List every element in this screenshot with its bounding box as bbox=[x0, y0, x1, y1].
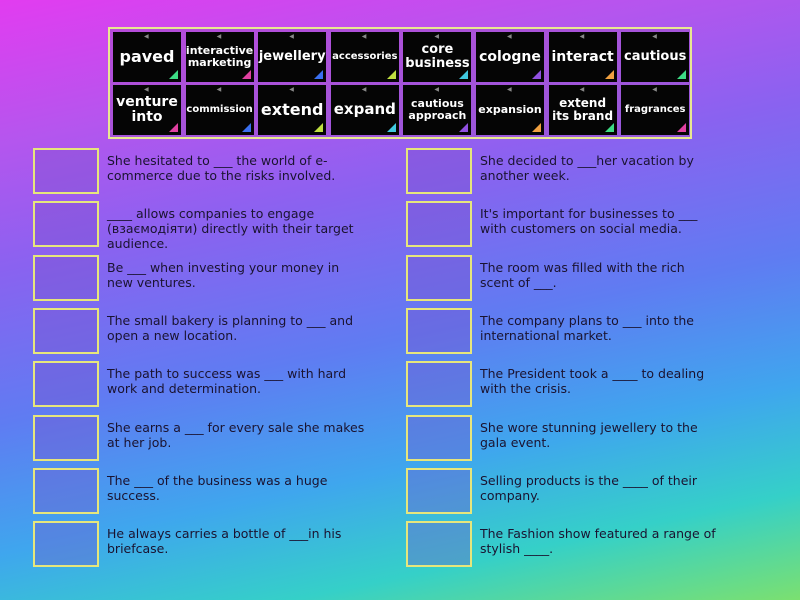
tile-label: commission bbox=[186, 103, 253, 115]
drop-zone[interactable] bbox=[33, 307, 99, 354]
word-tile[interactable]: ◀ interact bbox=[548, 32, 617, 82]
tile-label: cautious approach bbox=[408, 97, 467, 122]
drop-zone[interactable] bbox=[33, 521, 99, 568]
sentence-text: She earns a ___ for every sale she makes… bbox=[107, 419, 365, 450]
drop-zone[interactable] bbox=[33, 201, 99, 248]
speaker-icon[interactable]: ◀ bbox=[361, 86, 367, 93]
tile-label: cologne bbox=[479, 48, 541, 65]
word-tile[interactable]: ◀ paved bbox=[113, 32, 181, 82]
drop-zone[interactable] bbox=[406, 521, 472, 568]
drop-zone[interactable] bbox=[406, 201, 472, 248]
drop-zone[interactable] bbox=[33, 414, 99, 461]
sentence-text: Selling products is the ____ of their co… bbox=[480, 472, 698, 503]
sentence-text: She hesitated to ___ the world of e-comm… bbox=[107, 153, 336, 183]
drop-zone[interactable] bbox=[406, 414, 472, 461]
corner-triangle-icon bbox=[532, 70, 541, 79]
sentence-text: The path to success was ___ with hard wo… bbox=[107, 366, 347, 397]
speaker-icon[interactable]: ◀ bbox=[507, 86, 512, 93]
corner-triangle-icon bbox=[459, 123, 469, 132]
drop-zone[interactable] bbox=[406, 254, 472, 301]
word-tile[interactable]: ◀ expand bbox=[330, 85, 399, 135]
corner-triangle-icon bbox=[241, 123, 251, 132]
speaker-icon[interactable]: ◀ bbox=[507, 33, 512, 40]
tile-label: paved bbox=[119, 46, 175, 66]
sentence-text: The company plans to ___ into the intern… bbox=[480, 312, 694, 343]
word-tile[interactable]: ◀ cautious bbox=[621, 32, 690, 82]
word-tile[interactable]: ◀ venture into bbox=[113, 85, 181, 135]
corner-triangle-icon bbox=[677, 123, 687, 132]
corner-triangle-icon bbox=[314, 70, 324, 79]
speaker-icon[interactable]: ◀ bbox=[289, 33, 294, 40]
sentence-text: The ___ of the business was a huge succe… bbox=[107, 472, 328, 503]
speaker-icon[interactable]: ◀ bbox=[434, 33, 440, 40]
word-tile[interactable]: ◀ extend bbox=[258, 85, 327, 135]
corner-triangle-icon bbox=[677, 70, 687, 79]
word-tile[interactable]: ◀ cautious approach bbox=[403, 85, 472, 135]
drop-zone[interactable] bbox=[406, 148, 472, 194]
tile-label: extend its brand bbox=[552, 96, 614, 123]
speaker-icon[interactable]: ◀ bbox=[579, 33, 585, 40]
word-tile[interactable]: ◀ core business bbox=[403, 32, 472, 82]
word-tile[interactable]: ◀ cologne bbox=[476, 32, 544, 82]
word-tile[interactable]: ◀ fragrances bbox=[621, 85, 690, 135]
word-bank: ◀ paved ◀ interactive marketing ◀ jewellery ◀ a… bbox=[108, 27, 692, 139]
tile-label: accessories bbox=[332, 50, 398, 62]
corner-triangle-icon bbox=[604, 70, 614, 79]
tile-label: jewellery bbox=[258, 49, 326, 65]
word-tile[interactable]: ◀ jewellery bbox=[258, 32, 327, 82]
speaker-icon[interactable]: ◀ bbox=[144, 33, 149, 40]
word-tile[interactable]: ◀ interactive marketing bbox=[185, 32, 254, 82]
speaker-icon[interactable]: ◀ bbox=[652, 86, 657, 93]
sentence-text: He always carries a bottle of ___in his … bbox=[107, 526, 342, 557]
drop-zone[interactable] bbox=[33, 361, 99, 408]
corner-triangle-icon bbox=[459, 70, 469, 79]
tile-label: fragrances bbox=[624, 103, 686, 115]
speaker-icon[interactable]: ◀ bbox=[434, 86, 440, 93]
sentence-text: ____ allows companies to engage (взаємод… bbox=[107, 206, 354, 252]
sentence-text: The Fashion show featured a range of sty… bbox=[480, 526, 716, 557]
sentence-text: Be ___ when investing your money in new … bbox=[107, 259, 340, 290]
speaker-icon[interactable]: ◀ bbox=[579, 86, 585, 93]
tile-label: core business bbox=[405, 42, 470, 71]
corner-triangle-icon bbox=[169, 70, 178, 79]
corner-triangle-icon bbox=[604, 123, 614, 132]
word-tile[interactable]: ◀ expansion bbox=[476, 85, 544, 135]
sentence-text: The President took a ____ to dealing wit… bbox=[480, 366, 705, 397]
drop-zone[interactable] bbox=[33, 467, 99, 514]
corner-triangle-icon bbox=[169, 123, 178, 132]
word-tile[interactable]: ◀ commission bbox=[185, 85, 254, 135]
sentence-text: She wore stunning jewellery to the gala … bbox=[480, 419, 698, 450]
corner-triangle-icon bbox=[386, 70, 396, 79]
tile-label: interactive marketing bbox=[185, 44, 254, 69]
tile-label: venture into bbox=[116, 94, 178, 125]
speaker-icon[interactable]: ◀ bbox=[216, 86, 222, 93]
drop-zone[interactable] bbox=[406, 467, 472, 514]
corner-triangle-icon bbox=[386, 123, 396, 132]
tile-label: interact bbox=[551, 48, 614, 65]
tile-label: extend bbox=[260, 99, 324, 119]
word-tile[interactable]: ◀ extend its brand bbox=[548, 85, 617, 135]
drop-zone[interactable] bbox=[33, 148, 99, 194]
tile-label: expansion bbox=[478, 103, 542, 117]
corner-triangle-icon bbox=[532, 123, 541, 132]
speaker-icon[interactable]: ◀ bbox=[289, 86, 294, 93]
sentence-text: She decided to ___her vacation by anothe… bbox=[480, 153, 694, 183]
corner-triangle-icon bbox=[314, 123, 324, 132]
tile-label: cautious bbox=[624, 49, 687, 65]
speaker-icon[interactable]: ◀ bbox=[361, 33, 367, 40]
speaker-icon[interactable]: ◀ bbox=[216, 33, 222, 40]
tile-label: expand bbox=[333, 100, 396, 119]
sentence-text: It's important for businesses to ___ wit… bbox=[480, 206, 698, 237]
drop-zone[interactable] bbox=[406, 307, 472, 354]
speaker-icon[interactable]: ◀ bbox=[652, 33, 657, 40]
corner-triangle-icon bbox=[241, 70, 251, 79]
word-tile[interactable]: ◀ accessories bbox=[330, 32, 399, 82]
speaker-icon[interactable]: ◀ bbox=[144, 86, 149, 93]
sentence-text: The room was filled with the rich scent … bbox=[480, 259, 685, 290]
drop-zone[interactable] bbox=[406, 361, 472, 408]
drop-zone[interactable] bbox=[33, 254, 99, 301]
sentence-text: The small bakery is planning to ___ and … bbox=[107, 312, 354, 343]
